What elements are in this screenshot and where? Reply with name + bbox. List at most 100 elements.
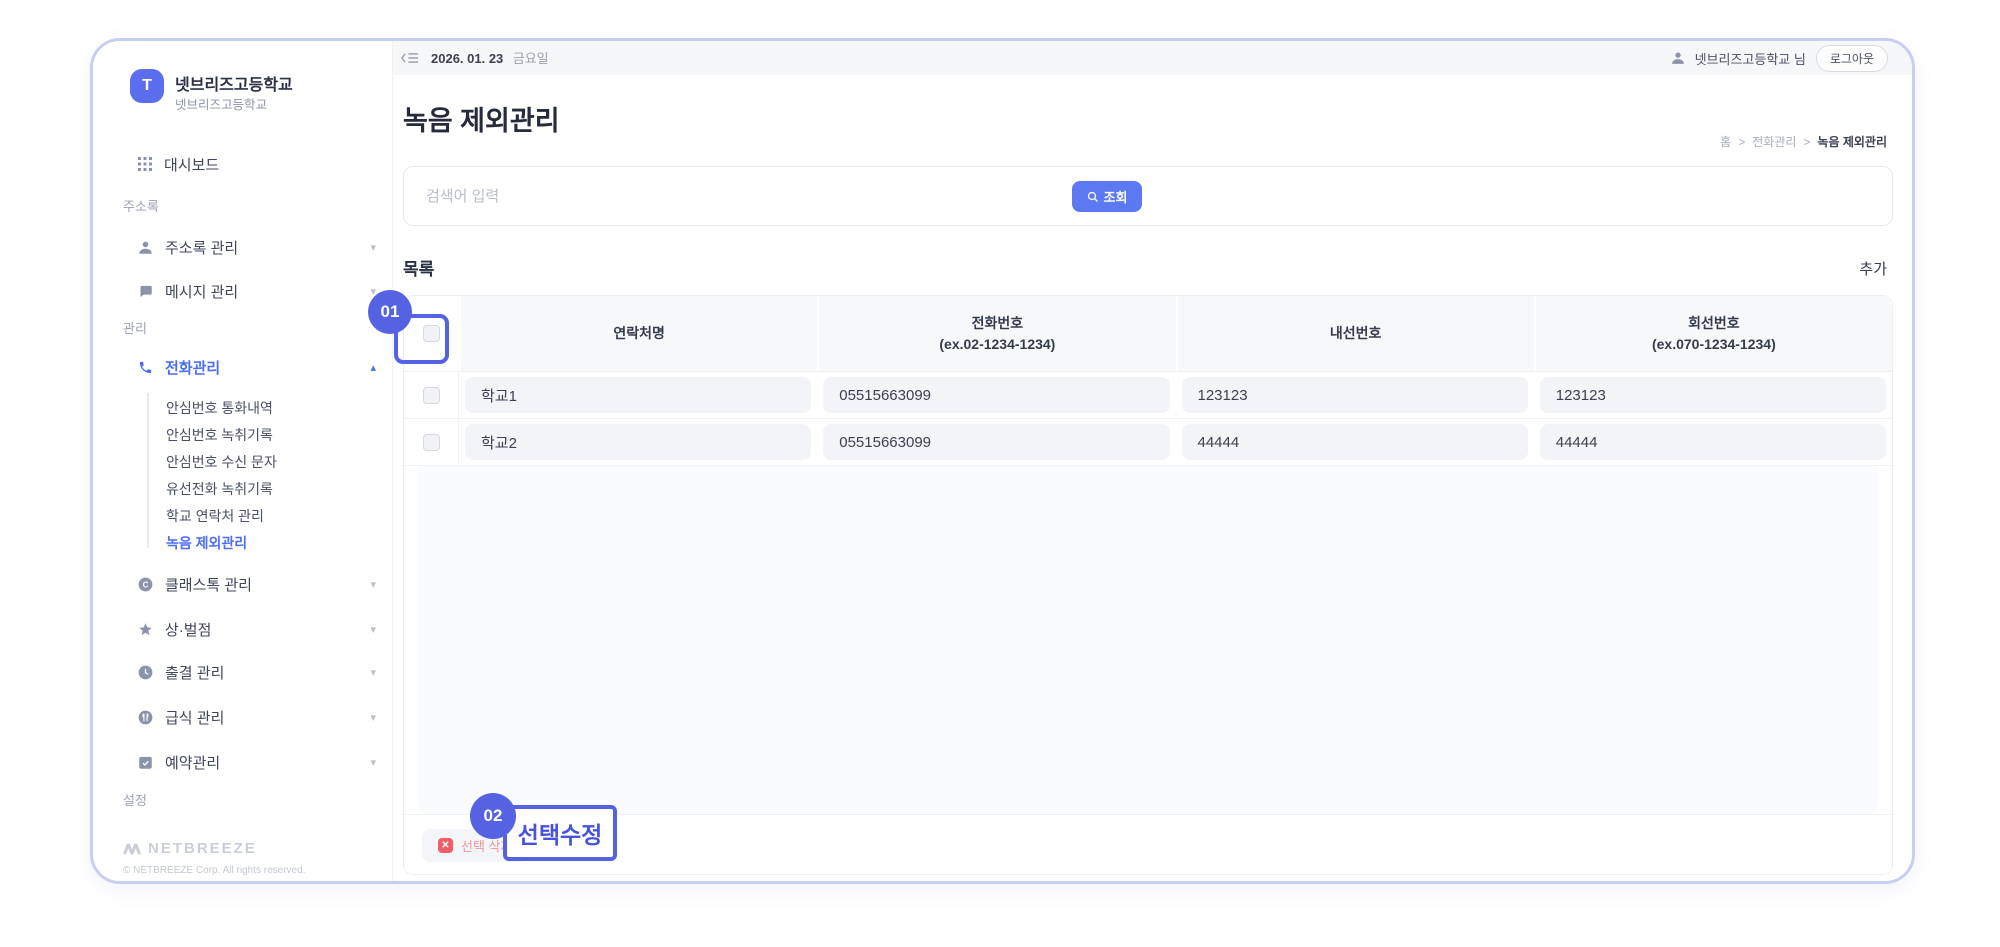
table-row: 학교2 05515663099 44444 44444 (404, 419, 1892, 466)
person-icon (138, 240, 153, 255)
extension-field[interactable]: 123123 (1181, 377, 1528, 413)
chevron-down-icon: ▾ (370, 711, 376, 724)
sidebar-item-reservation[interactable]: 예약관리 ▾ (138, 751, 376, 773)
sidebar-subitem-landline-recordings[interactable]: 유선전화 녹취기록 (166, 481, 273, 497)
app-window: T 넷브리즈고등학교 넷브리즈고등학교 대시보드 주소록 주소록 관리 ▾ 메시… (90, 38, 1915, 884)
sidebar-section-settings: 설정 (123, 793, 147, 808)
line-number-field[interactable]: 123123 (1539, 377, 1886, 413)
sidebar-item-attendance[interactable]: 출결 관리 ▾ (138, 661, 376, 683)
sidebar-item-label: 급식 관리 (165, 709, 225, 727)
table-row: 학교1 05515663099 123123 123123 (404, 372, 1892, 419)
sidebar-item-label: 클래스톡 관리 (165, 576, 252, 594)
sidebar-item-message[interactable]: 메시지 관리 ▾ (138, 280, 376, 302)
page-title: 녹음 제외관리 (403, 106, 560, 136)
submenu-indent-line (147, 393, 149, 548)
add-button[interactable]: 추가 (1859, 261, 1887, 278)
chat-icon (138, 284, 153, 299)
row-checkbox[interactable] (422, 433, 440, 451)
topbar: 2026. 01. 23 금요일 넷브리즈고등학교 님 로그아웃 (393, 41, 1912, 75)
sidebar-section-admin: 관리 (123, 321, 147, 336)
sidebar-subitem-safe-sms[interactable]: 안심번호 수신 문자 (166, 454, 277, 470)
sidebar-item-label: 주소록 관리 (165, 239, 239, 257)
sidebar-item-label: 전화관리 (165, 359, 221, 377)
step2-label-box: 선택수정 (503, 805, 617, 861)
phone-number-field[interactable]: 05515663099 (823, 377, 1170, 413)
chevron-down-icon: ▾ (370, 623, 376, 636)
chevron-down-icon: ▾ (370, 666, 376, 679)
sidebar-item-label: 예약관리 (165, 754, 221, 772)
sidebar-item-addressbook[interactable]: 주소록 관리 ▾ (138, 236, 376, 258)
step1-highlight-box (394, 314, 449, 364)
sidebar-subitem-safe-call-history[interactable]: 안심번호 통화내역 (166, 400, 273, 416)
table-footer: ✕ 선택 삭제 (404, 814, 1892, 874)
calendar-check-icon (138, 755, 153, 770)
list-heading: 목록 (403, 260, 435, 279)
table-empty-area (418, 466, 1878, 814)
breadcrumb-separator: > (1738, 134, 1746, 149)
search-icon (1087, 191, 1099, 203)
breadcrumb-separator: > (1803, 134, 1811, 149)
table-header-row: 연락처명 전화번호 (ex.02-1234-1234) 내선번호 회선번호 (ex.… (404, 296, 1892, 372)
chevron-down-icon: ▾ (370, 756, 376, 769)
main-content: 녹음 제외관리 홈 > 전화관리 > 녹음 제외관리 조회 목록 추가 (393, 75, 1912, 881)
sidebar-subitem-safe-recordings[interactable]: 안심번호 녹취기록 (166, 427, 273, 443)
sidebar-subitem-school-contacts[interactable]: 학교 연락처 관리 (166, 508, 264, 524)
line-number-field[interactable]: 44444 (1539, 424, 1886, 460)
logged-in-user: 넷브리즈고등학교 님 (1694, 51, 1806, 67)
breadcrumb-home[interactable]: 홈 (1720, 135, 1732, 149)
sidebar-collapse-icon[interactable] (401, 51, 419, 65)
svg-text:C: C (143, 580, 149, 589)
column-header-phone: 전화번호 (ex.02-1234-1234) (819, 296, 1176, 371)
step1-badge: 01 (368, 290, 412, 334)
column-header-name: 연락처명 (461, 296, 818, 371)
search-button[interactable]: 조회 (1072, 181, 1142, 212)
sidebar-item-meal[interactable]: 급식 관리 ▾ (138, 706, 376, 728)
current-date: 2026. 01. 23 (431, 51, 504, 66)
chevron-up-icon: ▴ (370, 361, 376, 374)
user-icon (1671, 51, 1685, 65)
select-all-checkbox[interactable] (423, 325, 440, 342)
netbreeze-wave-icon (123, 843, 141, 855)
extension-field[interactable]: 44444 (1181, 424, 1528, 460)
delete-button-label: 선택 삭제 (461, 838, 513, 854)
sidebar: T 넷브리즈고등학교 넷브리즈고등학교 대시보드 주소록 주소록 관리 ▾ 메시… (93, 41, 393, 881)
breadcrumb: 홈 > 전화관리 > 녹음 제외관리 (1720, 133, 1887, 150)
phone-icon (138, 360, 153, 375)
classtalk-icon: C (138, 577, 153, 592)
search-input[interactable] (426, 167, 1026, 225)
chevron-down-icon: ▾ (370, 578, 376, 591)
sidebar-item-classtalk[interactable]: C 클래스톡 관리 ▾ (138, 573, 376, 595)
chevron-down-icon: ▾ (370, 241, 376, 254)
exclusion-table: 연락처명 전화번호 (ex.02-1234-1234) 내선번호 회선번호 (ex.… (403, 295, 1893, 875)
breadcrumb-section[interactable]: 전화관리 (1752, 135, 1797, 149)
breadcrumb-current: 녹음 제외관리 (1817, 135, 1887, 149)
sidebar-item-label: 상·벌점 (165, 621, 212, 639)
contact-name-field[interactable]: 학교1 (465, 377, 812, 413)
sidebar-section-addressbook: 주소록 (123, 199, 159, 214)
current-weekday: 금요일 (512, 51, 549, 66)
copyright-text: © NETBREEZE Corp. All rights reserved. (123, 865, 306, 876)
step2-badge: 02 (470, 793, 516, 839)
phone-number-field[interactable]: 05515663099 (823, 424, 1170, 460)
logout-button[interactable]: 로그아웃 (1815, 44, 1888, 72)
meal-icon (138, 710, 153, 725)
search-panel: 조회 (403, 166, 1893, 226)
sidebar-subitem-recording-exclusion[interactable]: 녹음 제외관리 (166, 535, 248, 551)
clock-icon (138, 665, 153, 680)
sidebar-item-label: 대시보드 (164, 156, 220, 174)
sidebar-item-label: 메시지 관리 (165, 283, 239, 301)
sidebar-item-phone[interactable]: 전화관리 ▴ (138, 356, 376, 378)
sidebar-item-label: 출결 관리 (165, 664, 225, 682)
row-checkbox[interactable] (422, 386, 440, 404)
school-subtitle: 넷브리즈고등학교 (175, 98, 268, 112)
chevron-down-icon: ▾ (370, 285, 376, 298)
school-avatar: T (130, 69, 164, 103)
sidebar-item-dashboard[interactable]: 대시보드 (138, 153, 376, 175)
contact-name-field[interactable]: 학교2 (465, 424, 812, 460)
star-icon (138, 622, 153, 637)
brand-text: NETBREEZE (148, 840, 257, 857)
column-header-line: 회선번호 (ex.070-1234-1234) (1535, 296, 1892, 371)
sidebar-item-merit[interactable]: 상·벌점 ▾ (138, 618, 376, 640)
school-name: 넷브리즈고등학교 (175, 77, 293, 94)
search-button-label: 조회 (1103, 190, 1128, 205)
